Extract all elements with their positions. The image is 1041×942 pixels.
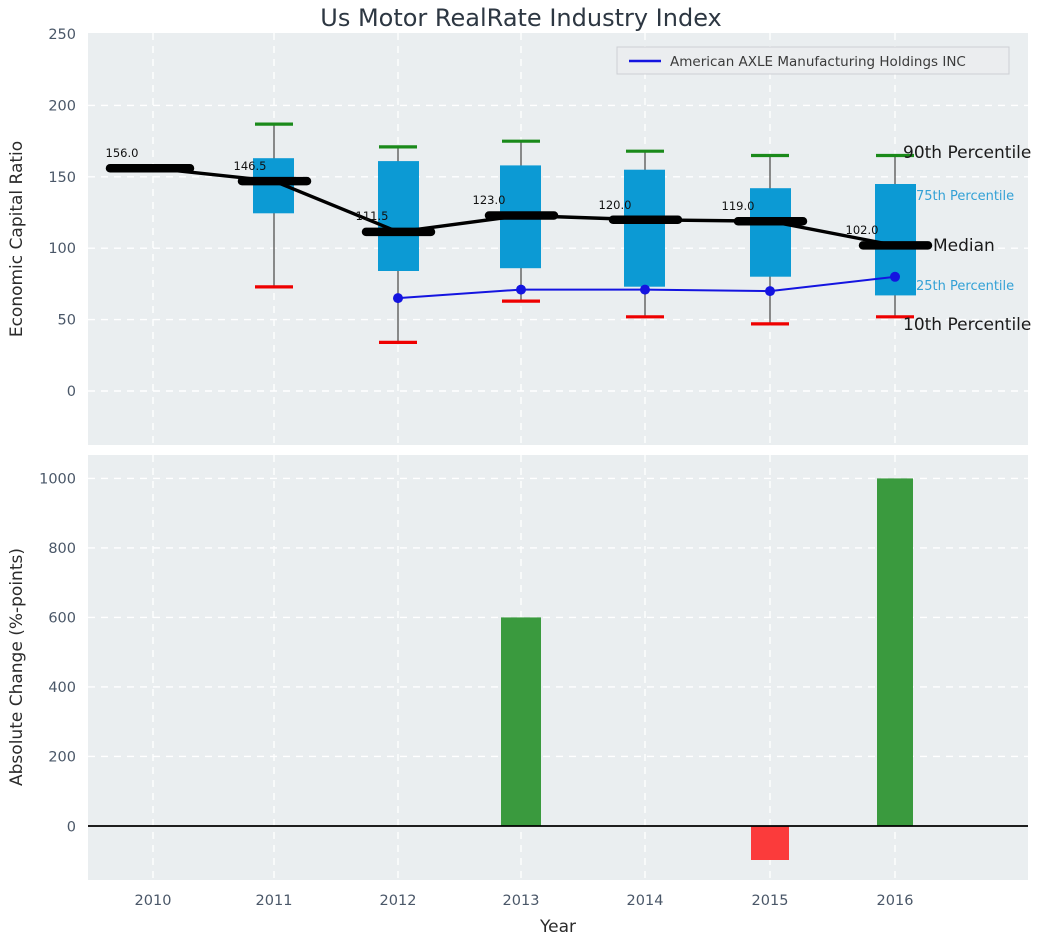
- lower-y-tick-400: 400: [48, 680, 76, 696]
- x-axis-ticks: 2010 2011 2012 2013 2014 2015 2016: [135, 893, 914, 909]
- company-marker-2015: [765, 286, 775, 297]
- annotation-10th-percentile: 10th Percentile: [903, 315, 1031, 335]
- company-marker-2013: [516, 284, 526, 295]
- lower-y-axis-label: Absolute Change (%-points): [7, 548, 27, 786]
- lower-plot-background: [88, 455, 1028, 880]
- upper-y-tick-0: 0: [67, 384, 76, 400]
- upper-y-axis-label: Economic Capital Ratio: [7, 141, 27, 337]
- p10-caps: [255, 285, 914, 344]
- chart-title: Us Motor RealRate Industry Index: [320, 4, 722, 32]
- upper-v-gridlines: [152, 33, 896, 445]
- company-series-markers: [393, 271, 900, 304]
- upper-y-tick-100: 100: [48, 241, 76, 257]
- x-tick-2011: 2011: [256, 893, 293, 909]
- lower-y-tick-800: 800: [48, 541, 76, 557]
- box-2015: [750, 188, 791, 277]
- lower-y-tick-0: 0: [67, 819, 76, 835]
- box-2012: [378, 161, 419, 271]
- company-marker-2014: [640, 284, 650, 295]
- lower-h-gridlines: [88, 477, 1028, 758]
- upper-plot-background: [88, 33, 1028, 445]
- lower-y-tick-1000: 1000: [39, 471, 76, 487]
- upper-y-tick-150: 150: [48, 170, 76, 186]
- median-label-2016: 102.0: [846, 223, 879, 237]
- upper-y-tick-50: 50: [58, 313, 76, 329]
- upper-y-tick-200: 200: [48, 98, 76, 114]
- median-label-2012: 111.5: [356, 209, 389, 223]
- lower-y-tick-200: 200: [48, 749, 76, 765]
- upper-y-ticks: 250 200 150 100 50 0: [48, 27, 76, 400]
- median-label-2010: 156.0: [106, 146, 139, 160]
- annotation-75th-percentile: 75th Percentile: [916, 189, 1014, 204]
- median-label-2011: 146.5: [234, 159, 267, 173]
- lower-panel: 1000 800 600 400 200 0 Absolute Change (…: [7, 455, 1028, 880]
- upper-y-tick-250: 250: [48, 27, 76, 43]
- p90-caps: [255, 122, 914, 158]
- legend[interactable]: American AXLE Manufacturing Holdings INC: [616, 46, 1010, 75]
- median-label-2014: 120.0: [599, 198, 632, 212]
- x-tick-2012: 2012: [380, 893, 417, 909]
- x-axis-label: Year: [539, 917, 576, 937]
- annotation-median: Median: [933, 236, 995, 256]
- lower-y-tick-600: 600: [48, 610, 76, 626]
- x-tick-2016: 2016: [877, 893, 914, 909]
- median-label-2013: 123.0: [473, 193, 506, 207]
- x-tick-2010: 2010: [135, 893, 172, 909]
- company-marker-2016: [890, 271, 900, 282]
- x-tick-2013: 2013: [503, 893, 540, 909]
- bar-2016: [877, 478, 913, 826]
- legend-label: American AXLE Manufacturing Holdings INC: [670, 54, 966, 70]
- median-caps: [105, 163, 933, 250]
- company-marker-2012: [393, 293, 403, 304]
- bar-2013: [501, 617, 541, 826]
- annotation-25th-percentile: 25th Percentile: [916, 279, 1014, 294]
- median-value-labels: 156.0 146.5 111.5 123.0 120.0 119.0 102.…: [106, 146, 879, 237]
- annotation-90th-percentile: 90th Percentile: [903, 143, 1031, 163]
- box-2014: [624, 169, 665, 287]
- x-tick-2015: 2015: [752, 893, 789, 909]
- bar-2015: [751, 826, 789, 860]
- x-tick-2014: 2014: [627, 893, 664, 909]
- upper-panel: 250 200 150 100 50 0 Economic Capital Ra…: [7, 27, 1031, 445]
- legend-box: [616, 46, 1010, 75]
- median-label-2015: 119.0: [722, 199, 755, 213]
- lower-y-ticks: 1000 800 600 400 200 0: [39, 471, 76, 835]
